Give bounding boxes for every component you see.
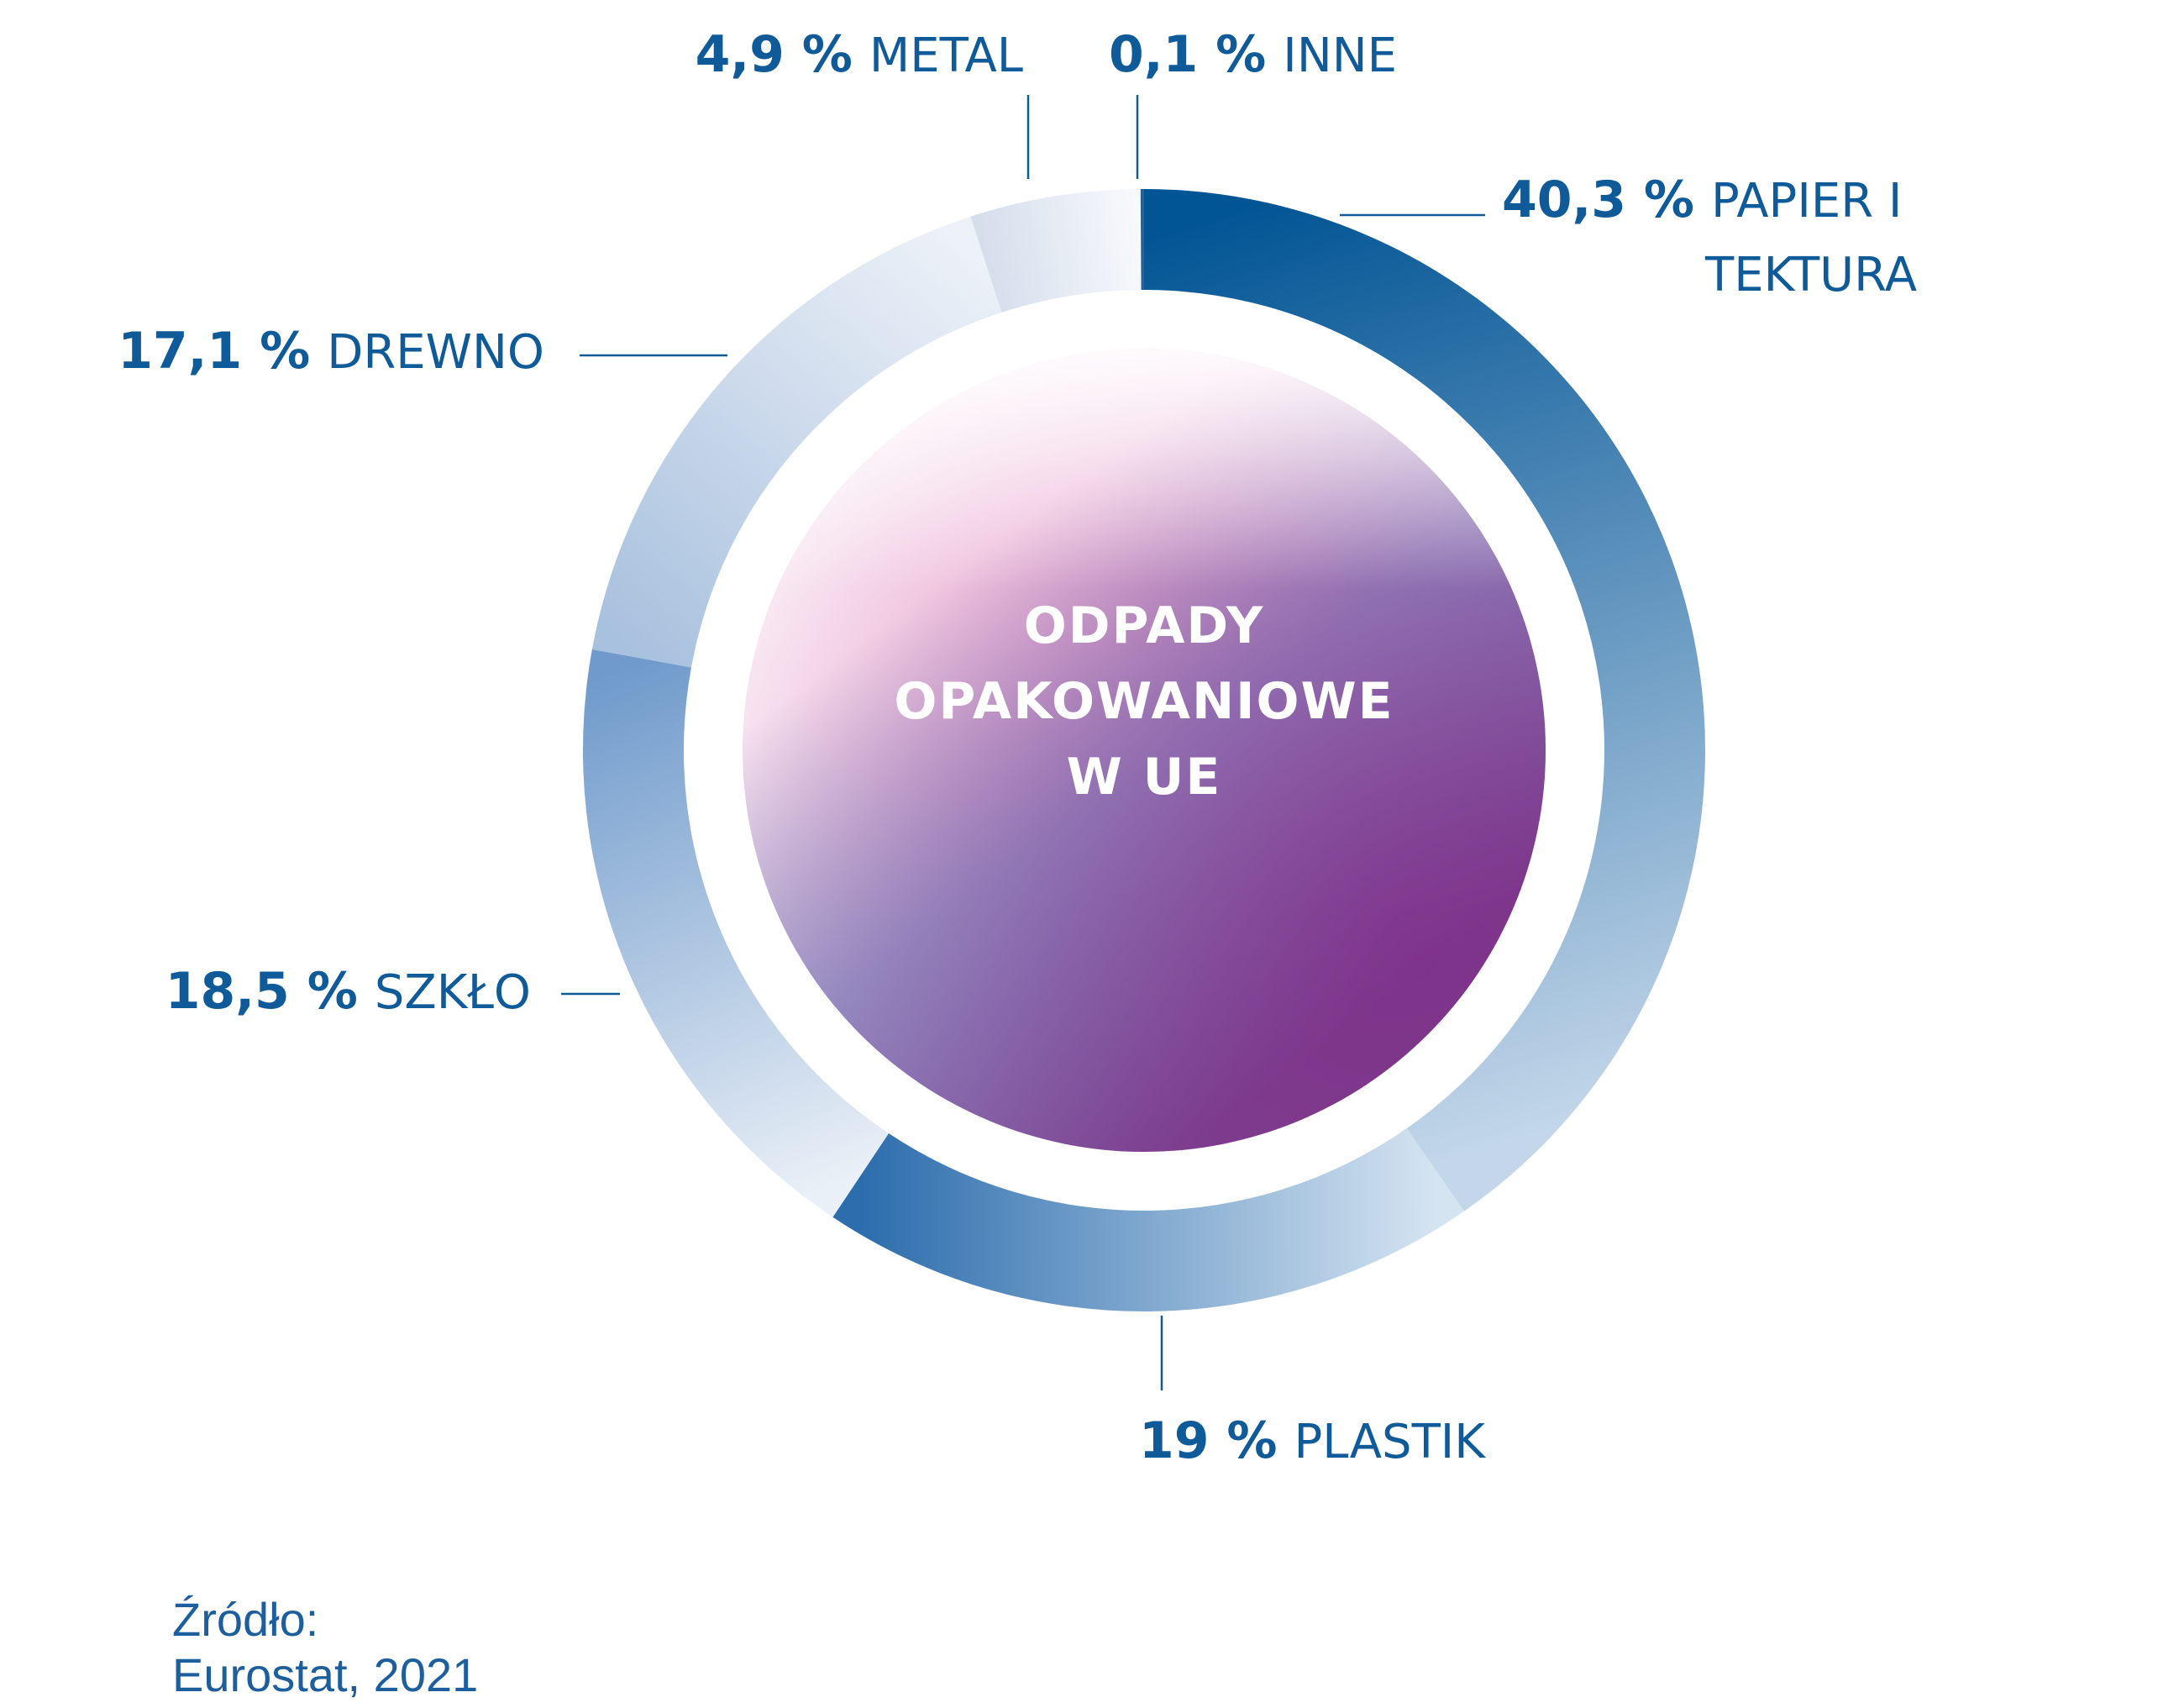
source-note: Źródło: Eurostat, 2021 [172, 1592, 478, 1703]
donut-slice [1140, 189, 1144, 291]
source-value: Eurostat, 2021 [172, 1648, 479, 1701]
center-title-line: W UE [1067, 748, 1222, 807]
slice-name: METAL [869, 29, 1023, 83]
slice-label: 0,1 % INNE [1109, 25, 1397, 84]
slice-label: 19 % PLASTIK [1139, 1411, 1486, 1470]
source-label: Źródło: [172, 1593, 319, 1646]
slice-percent: 0,1 % [1109, 25, 1266, 84]
center-circle-highlight [743, 349, 1546, 1152]
donut-slice [582, 649, 889, 1217]
center-title-line: ODPADY [1024, 596, 1265, 655]
slice-label: 18,5 % SZKŁO [165, 962, 531, 1021]
slice-percent: 19 % [1139, 1411, 1278, 1470]
slice-labels: 40,3 % PAPIER I TEKTURA 19 % PLASTIK 18,5 % SZ… [118, 25, 1917, 1470]
donut-ring [582, 189, 1705, 1311]
donut-slice [591, 216, 1002, 668]
slice-percent: 18,5 % [165, 962, 358, 1021]
slice-percent: 17,1 % [118, 322, 310, 381]
slice-name: SZKŁO [375, 965, 531, 1020]
center-title-line: OPAKOWANIOWE [894, 672, 1394, 731]
slice-label: 17,1 % DREWNO [118, 322, 544, 381]
slice-percent: 4,9 % [696, 25, 853, 84]
slice-name: PAPIER I [1711, 174, 1902, 229]
donut-slice [1144, 189, 1705, 1211]
slice-name: PLASTIK [1294, 1415, 1486, 1469]
slice-name: INNE [1283, 29, 1397, 83]
slice-name: DREWNO [327, 325, 544, 380]
slice-percent: 40,3 % [1502, 171, 1694, 229]
center-circle-group: ODPADY OPAKOWANIOWE W UE [743, 349, 1546, 1152]
donut-slice [970, 189, 1142, 313]
donut-slice [832, 1128, 1464, 1311]
slice-label: 4,9 % METAL [696, 25, 1023, 84]
slice-name-continued: TEKTURA [1704, 248, 1917, 302]
slice-label: 40,3 % PAPIER I [1502, 171, 1902, 229]
